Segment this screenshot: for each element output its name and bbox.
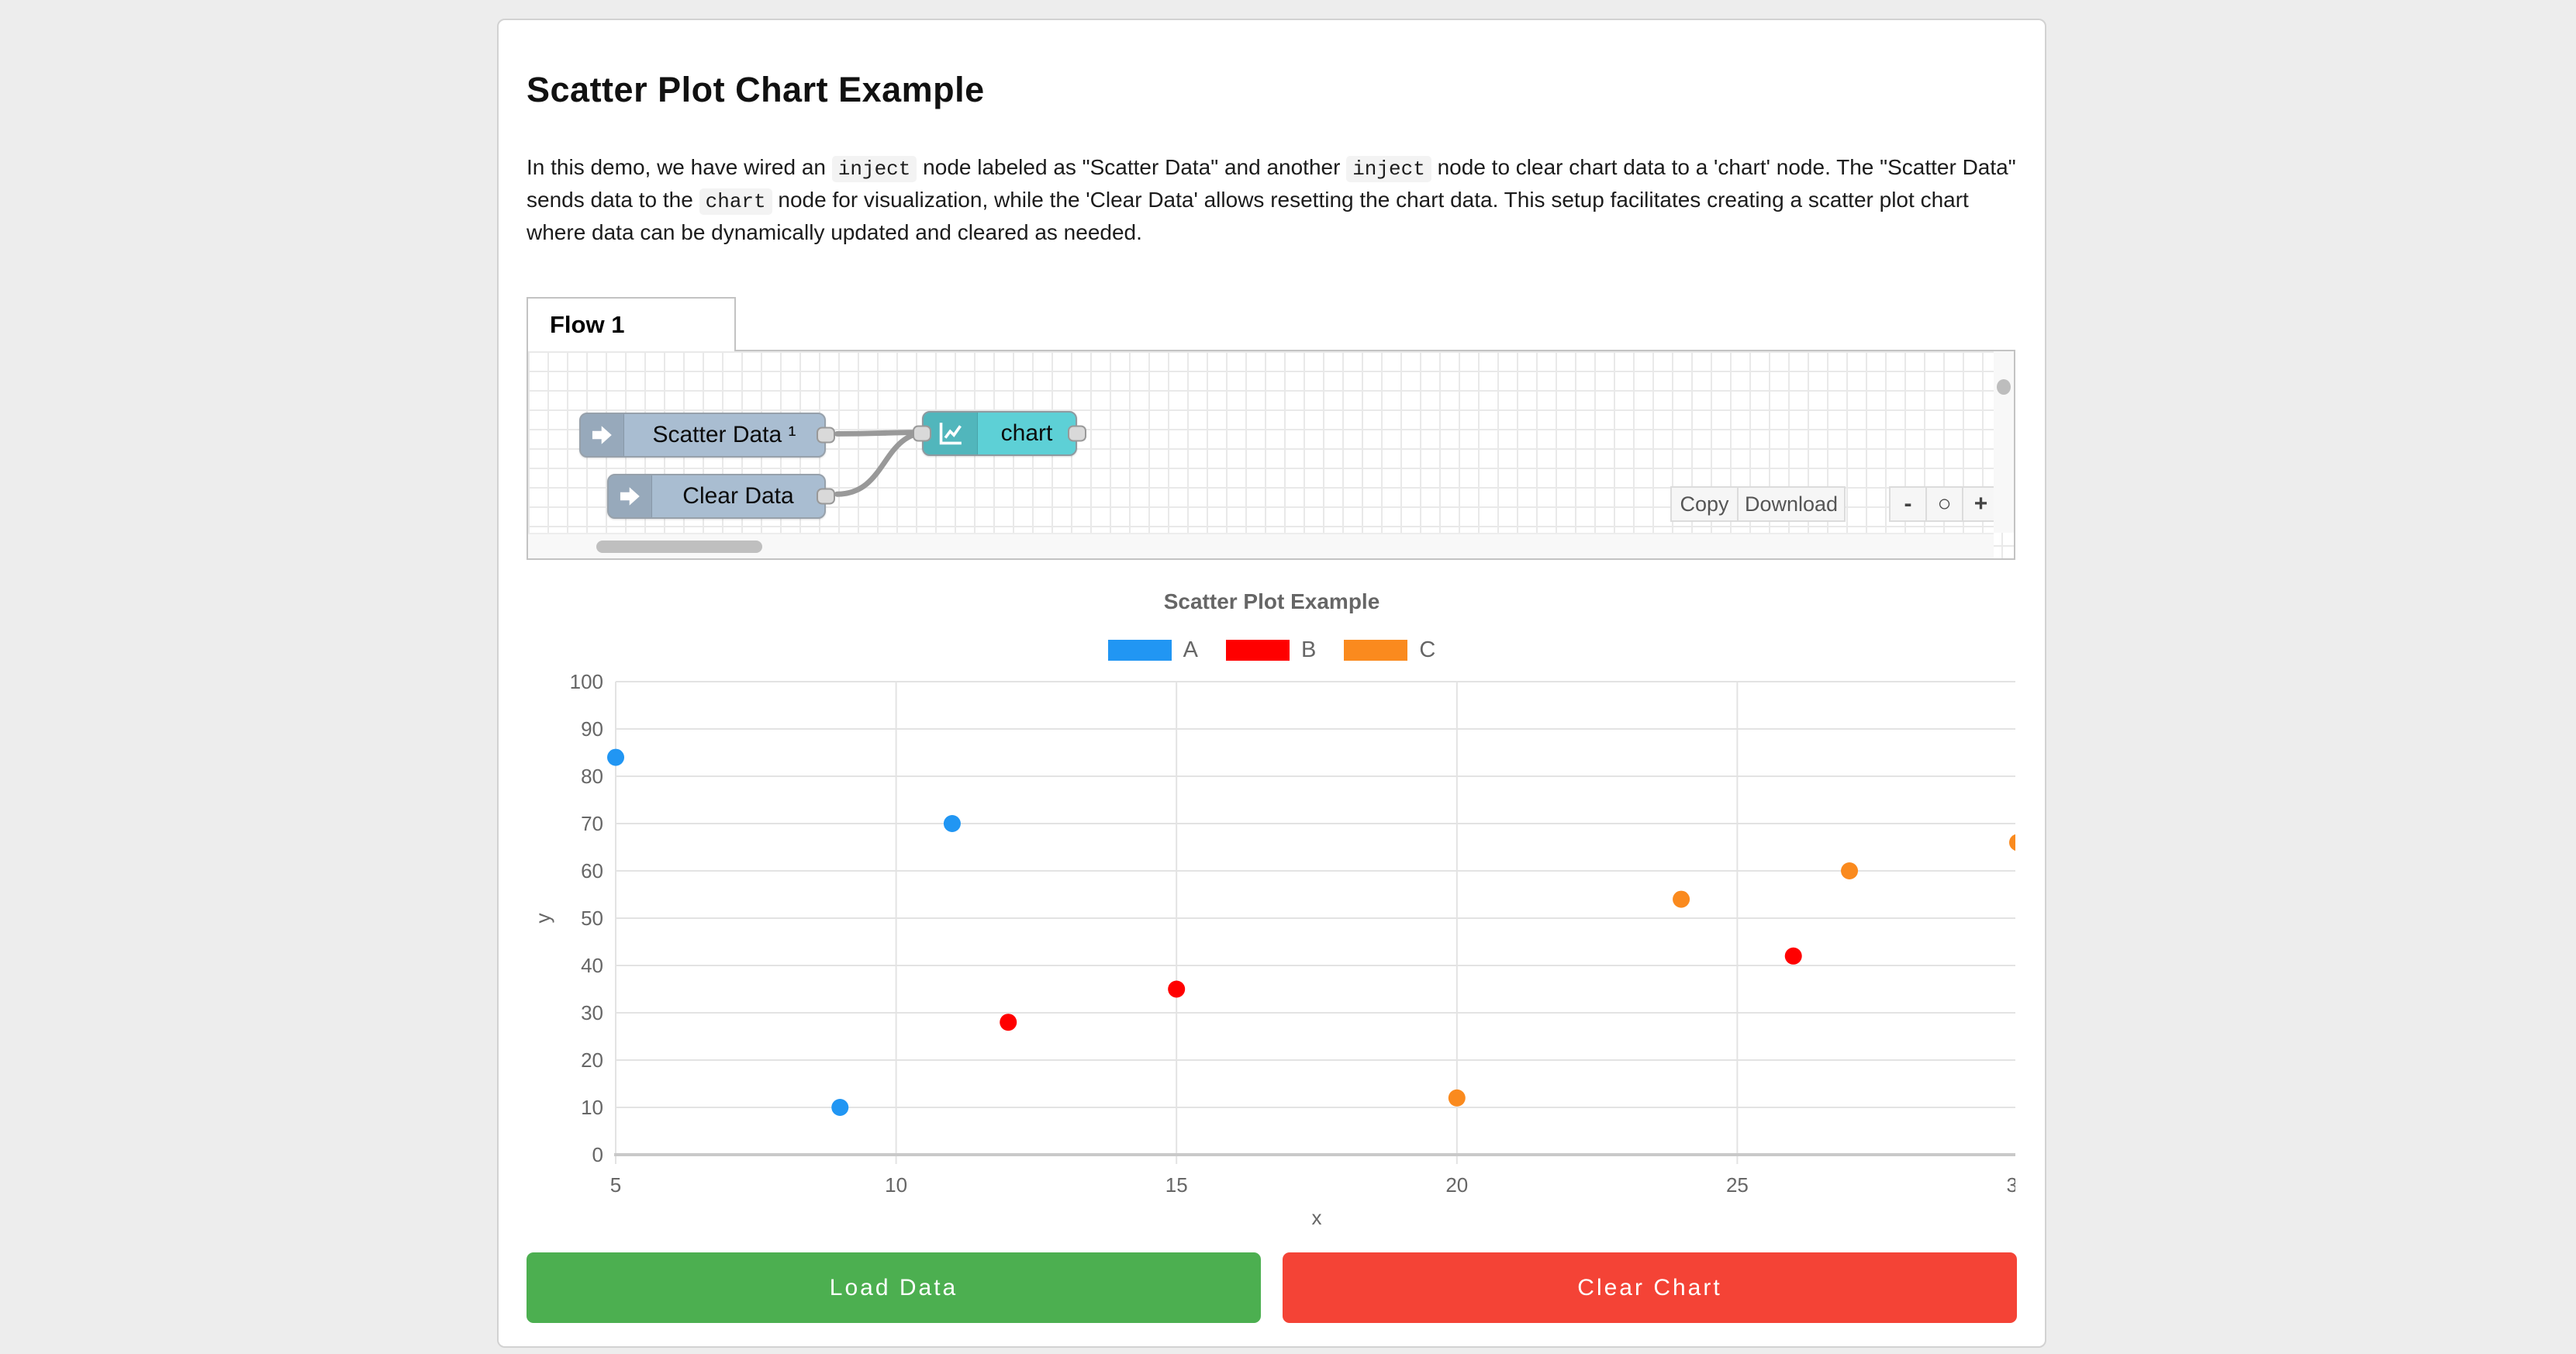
legend-swatch bbox=[1107, 640, 1172, 661]
flow-hscrollbar[interactable] bbox=[528, 533, 1994, 558]
legend-item-B[interactable]: B bbox=[1226, 637, 1316, 663]
content-card: Scatter Plot Chart Example In this demo,… bbox=[497, 19, 2046, 1348]
line-chart-icon bbox=[924, 413, 978, 454]
zoom-reset-button[interactable]: ○ bbox=[1925, 486, 1963, 522]
load-data-button[interactable]: Load Data bbox=[527, 1252, 1261, 1323]
svg-text:5: 5 bbox=[610, 1173, 621, 1197]
flow-editor: Flow 1 Scatter Data ¹ Clear Data bbox=[527, 297, 2017, 560]
svg-text:60: 60 bbox=[581, 859, 603, 883]
svg-text:100: 100 bbox=[570, 670, 603, 693]
output-port[interactable] bbox=[817, 427, 835, 444]
description-text: node for visualization, while the 'Clear… bbox=[527, 188, 1969, 244]
output-port[interactable] bbox=[1068, 425, 1086, 442]
inline-code: inject bbox=[831, 156, 917, 182]
svg-text:40: 40 bbox=[581, 954, 603, 977]
inline-code: chart bbox=[699, 188, 772, 215]
inject-arrow-icon bbox=[609, 475, 652, 517]
hscrollbar-thumb[interactable] bbox=[596, 541, 762, 553]
svg-text:x: x bbox=[1312, 1206, 1322, 1229]
download-button[interactable]: Download bbox=[1737, 486, 1846, 522]
svg-text:0: 0 bbox=[592, 1143, 603, 1166]
legend-swatch bbox=[1344, 640, 1408, 661]
svg-text:10: 10 bbox=[885, 1173, 907, 1197]
legend-swatch bbox=[1226, 640, 1290, 661]
zoom-out-button[interactable]: - bbox=[1889, 486, 1927, 522]
legend-label: C bbox=[1419, 637, 1436, 662]
chart-panel: Scatter Plot Example A B C 0 10 20 30 40 50 60 70… bbox=[527, 589, 2017, 1235]
legend-label: B bbox=[1301, 637, 1317, 662]
svg-text:70: 70 bbox=[581, 812, 603, 835]
svg-text:80: 80 bbox=[581, 765, 603, 788]
vscrollbar-thumb[interactable] bbox=[1997, 379, 2011, 395]
description-text: node to clear chart data to a 'chart' no… bbox=[527, 155, 2016, 212]
action-buttons: Load Data Clear Chart bbox=[527, 1252, 2017, 1323]
clear-chart-button[interactable]: Clear Chart bbox=[1283, 1252, 2017, 1323]
flow-tab-label: Flow 1 bbox=[550, 311, 625, 338]
node-label: Clear Data bbox=[682, 483, 794, 509]
node-chart[interactable]: chart bbox=[913, 411, 1086, 456]
flow-vscrollbar[interactable] bbox=[1994, 351, 2014, 533]
copy-button[interactable]: Copy bbox=[1670, 486, 1739, 522]
svg-text:90: 90 bbox=[581, 717, 603, 741]
description-text: node labeled as "Scatter Data" and anoth… bbox=[917, 155, 1347, 179]
svg-text:30: 30 bbox=[2007, 1173, 2015, 1197]
output-port[interactable] bbox=[817, 488, 835, 505]
node-label: chart bbox=[1000, 420, 1053, 446]
legend-item-A[interactable]: A bbox=[1107, 637, 1199, 663]
svg-text:20: 20 bbox=[1445, 1173, 1468, 1197]
page-title: Scatter Plot Chart Example bbox=[527, 70, 985, 109]
description-text: In this demo, we have wired an bbox=[527, 155, 832, 179]
scatter-plot: 0 10 20 30 40 50 60 70 80 90 100 5 10 15 20 25 30 x y bbox=[531, 670, 2015, 1229]
svg-text:25: 25 bbox=[1726, 1173, 1749, 1197]
node-label: Scatter Data ¹ bbox=[652, 422, 796, 447]
flow-canvas[interactable]: Scatter Data ¹ Clear Data chart bbox=[527, 350, 2015, 560]
inject-arrow-icon bbox=[581, 414, 624, 456]
description-paragraph: In this demo, we have wired an inject no… bbox=[527, 152, 2017, 247]
input-port[interactable] bbox=[913, 425, 931, 442]
svg-text:15: 15 bbox=[1165, 1173, 1188, 1197]
svg-text:30: 30 bbox=[581, 1001, 603, 1024]
svg-text:20: 20 bbox=[581, 1048, 603, 1072]
inline-code: inject bbox=[1346, 156, 1431, 182]
flow-tab[interactable]: Flow 1 bbox=[527, 297, 736, 351]
node-scatter-data[interactable]: Scatter Data ¹ bbox=[579, 413, 835, 458]
svg-text:50: 50 bbox=[581, 907, 603, 930]
legend-item-C[interactable]: C bbox=[1344, 637, 1435, 663]
chart-title: Scatter Plot Example bbox=[1163, 589, 1380, 613]
svg-text:10: 10 bbox=[581, 1096, 603, 1119]
legend-label: A bbox=[1183, 637, 1199, 662]
chart-legend: A B C bbox=[527, 637, 2017, 663]
node-clear-data[interactable]: Clear Data bbox=[607, 474, 835, 519]
svg-text:y: y bbox=[531, 914, 554, 924]
